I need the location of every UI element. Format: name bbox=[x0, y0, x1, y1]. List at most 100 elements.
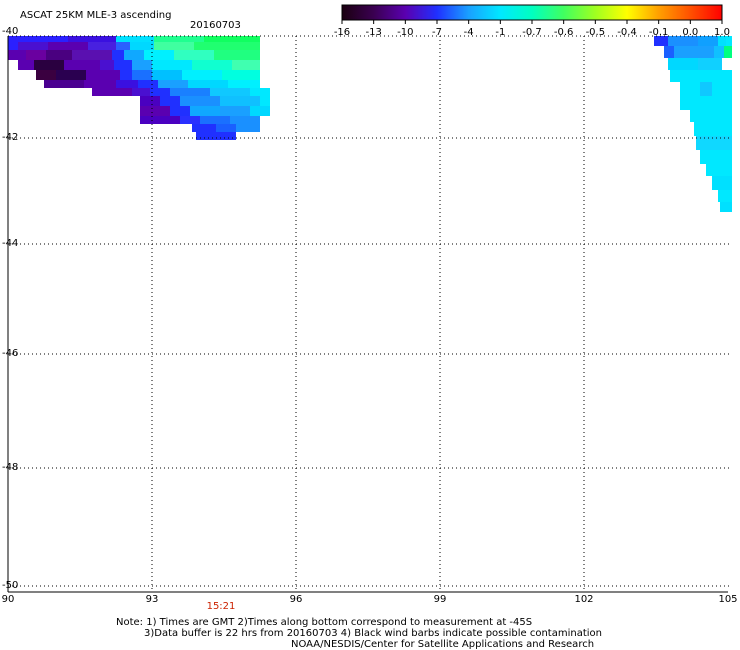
wind-cell bbox=[698, 36, 718, 46]
wind-cell bbox=[250, 88, 270, 96]
wind-cell bbox=[720, 202, 732, 212]
wind-cell bbox=[132, 88, 150, 96]
colorbar-label: -0.5 bbox=[585, 27, 606, 38]
plot-date: 20160703 bbox=[190, 20, 241, 31]
wind-cell bbox=[668, 36, 698, 46]
wind-cell bbox=[220, 96, 260, 106]
time-label: 15:21 bbox=[206, 601, 236, 612]
wind-field bbox=[8, 36, 732, 212]
wind-cell bbox=[712, 176, 732, 190]
colorbar-label: -7 bbox=[432, 27, 442, 38]
wind-cell bbox=[18, 42, 48, 50]
wind-cell bbox=[180, 116, 200, 124]
note-line-1: Note: 1) Times are GMT 2)Times along bot… bbox=[116, 617, 533, 628]
colorbar-label: 1.0 bbox=[714, 27, 730, 38]
note-line-3: NOAA/NESDIS/Center for Satellite Applica… bbox=[291, 639, 595, 650]
wind-cell bbox=[158, 80, 188, 88]
colorbar-label: -4 bbox=[463, 27, 474, 38]
wind-cell bbox=[86, 70, 120, 80]
wind-cell bbox=[718, 190, 732, 202]
wind-cell bbox=[712, 82, 732, 96]
wind-cell bbox=[188, 80, 228, 88]
wind-cell bbox=[726, 36, 732, 46]
wind-cell bbox=[56, 70, 86, 80]
wind-cell bbox=[44, 80, 84, 88]
wind-cell bbox=[116, 42, 130, 50]
wind-cell bbox=[64, 60, 100, 70]
wind-cell bbox=[144, 50, 174, 60]
wind-cell bbox=[170, 106, 190, 116]
wind-cell bbox=[88, 42, 116, 50]
wind-cell bbox=[690, 110, 732, 122]
colorbar-label: -13 bbox=[365, 27, 382, 38]
wind-cell bbox=[674, 46, 714, 58]
wind-cell bbox=[680, 96, 732, 110]
wind-cell bbox=[160, 96, 180, 106]
wind-cell bbox=[182, 70, 222, 80]
lon-label-102: 102 bbox=[574, 594, 594, 605]
wind-cell bbox=[100, 60, 114, 70]
wind-cell bbox=[114, 60, 132, 70]
wind-cell bbox=[222, 70, 260, 80]
wind-cell bbox=[730, 70, 732, 82]
wind-cell bbox=[8, 36, 68, 42]
wind-cell bbox=[694, 122, 732, 136]
wind-cell bbox=[170, 88, 210, 96]
wind-cell bbox=[680, 82, 700, 96]
colorbar-label: -0.6 bbox=[553, 27, 574, 38]
colorbar-label: -0.1 bbox=[648, 27, 669, 38]
wind-cell bbox=[654, 36, 668, 46]
lon-label-93: 93 bbox=[145, 594, 159, 605]
wind-cell bbox=[26, 50, 46, 60]
lon-label-90: 90 bbox=[1, 594, 15, 605]
lat-label-50: -50 bbox=[2, 580, 19, 591]
lat-label-46: -46 bbox=[2, 348, 19, 359]
wind-cell bbox=[138, 80, 158, 88]
wind-cell bbox=[724, 46, 732, 58]
wind-cell bbox=[718, 36, 726, 46]
wind-cell bbox=[72, 50, 112, 60]
wind-cell bbox=[124, 50, 144, 60]
wind-cell bbox=[214, 50, 260, 60]
wind-cell bbox=[700, 150, 732, 164]
colorbar bbox=[341, 4, 723, 21]
wind-cell bbox=[194, 42, 260, 50]
wind-cell bbox=[210, 88, 250, 96]
colorbar-label: 0.0 bbox=[682, 27, 699, 38]
wind-cell bbox=[250, 106, 270, 116]
wind-cell bbox=[150, 88, 170, 96]
wind-cell bbox=[664, 46, 674, 58]
wind-cell bbox=[116, 36, 154, 42]
wind-cell bbox=[706, 164, 732, 176]
wind-cell bbox=[140, 116, 180, 124]
wind-cell bbox=[700, 82, 712, 96]
wind-cell bbox=[130, 42, 154, 50]
wind-cell bbox=[670, 70, 730, 82]
wind-cell bbox=[84, 80, 116, 88]
wind-cell bbox=[174, 50, 214, 60]
colorbar-label: -0.7 bbox=[522, 27, 542, 38]
wind-cell bbox=[714, 46, 724, 58]
wind-cell bbox=[154, 36, 204, 42]
wind-cell bbox=[46, 50, 72, 60]
colorbar-label: -0.4 bbox=[617, 27, 637, 38]
wind-cell bbox=[152, 60, 192, 70]
wind-cell bbox=[68, 36, 116, 42]
wind-cell bbox=[140, 96, 160, 106]
wind-cell bbox=[228, 80, 260, 88]
lon-label-105: 105 bbox=[718, 594, 738, 605]
wind-cell bbox=[204, 36, 260, 42]
wind-cell bbox=[112, 50, 124, 60]
wind-cell bbox=[154, 42, 194, 50]
wind-cell bbox=[132, 70, 152, 80]
wind-cell bbox=[216, 124, 236, 132]
wind-cell bbox=[180, 96, 220, 106]
wind-cell bbox=[722, 58, 732, 70]
wind-cell bbox=[48, 42, 88, 50]
lon-label-96: 96 bbox=[289, 594, 303, 605]
note-line-2: 3)Data buffer is 22 hrs from 20160703 4)… bbox=[144, 628, 602, 639]
lat-label-44: -44 bbox=[2, 238, 19, 249]
wind-cell bbox=[232, 60, 260, 70]
